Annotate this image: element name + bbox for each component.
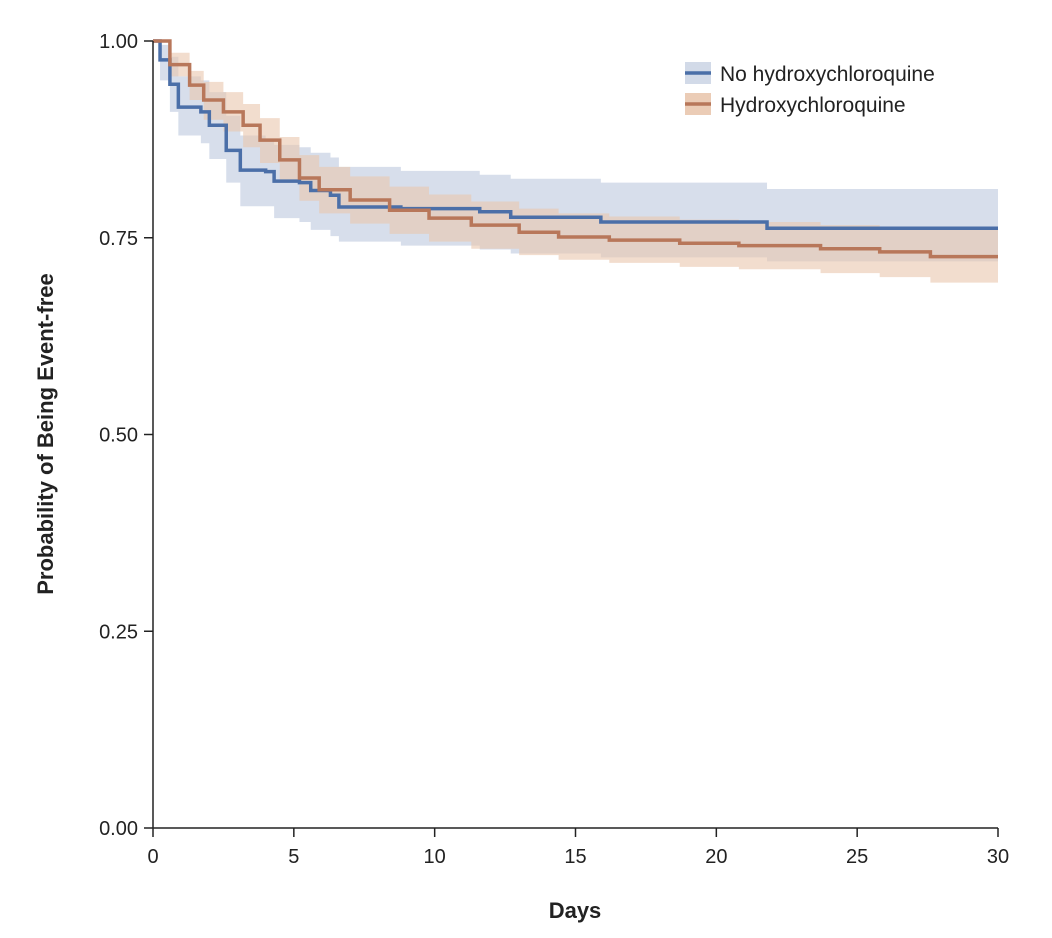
- survival-line-hcq: [153, 39, 998, 259]
- x-tick-label: 5: [288, 846, 299, 868]
- survival-curves: [153, 39, 998, 259]
- y-tick-label: 0.50: [99, 425, 138, 447]
- x-tick-label: 15: [564, 846, 586, 868]
- y-tick-label: 0.00: [99, 818, 138, 840]
- y-tick-label: 0.75: [99, 228, 138, 250]
- survival-line-no-hcq: [153, 39, 998, 231]
- y-tick-label: 1.00: [99, 31, 138, 53]
- legend: No hydroxychloroquine Hydroxychloroquine: [685, 62, 935, 117]
- legend-label: Hydroxychloroquine: [720, 94, 906, 117]
- confidence-band-hcq: [153, 41, 998, 283]
- x-tick-label: 0: [147, 846, 158, 868]
- x-axis-label: Days: [549, 898, 602, 923]
- legend-label: No hydroxychloroquine: [720, 63, 935, 86]
- axes: 0 5 10 15 20 25 30 0.00 0.25 0.50 0.75 1.00: [99, 31, 1009, 868]
- x-tick-label: 25: [846, 846, 868, 868]
- y-axis-label: Probability of Being Event-free: [33, 273, 58, 595]
- x-tick-label: 10: [424, 846, 446, 868]
- x-tick-label: 30: [987, 846, 1009, 868]
- x-tick-label: 20: [705, 846, 727, 868]
- y-tick-label: 0.25: [99, 621, 138, 643]
